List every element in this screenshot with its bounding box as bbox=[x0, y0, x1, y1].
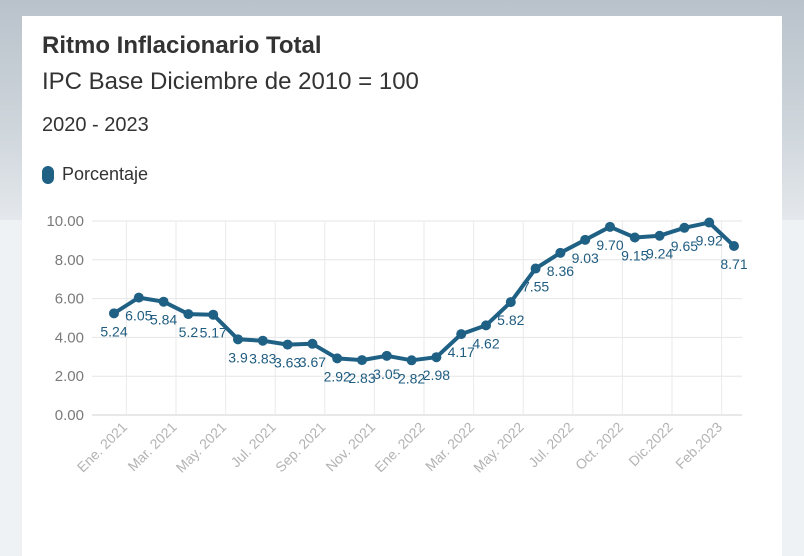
data-point bbox=[530, 263, 541, 274]
data-label: 9.70 bbox=[596, 237, 623, 253]
data-label: 9.65 bbox=[671, 238, 698, 254]
x-tick-label: Ene. 2022 bbox=[371, 419, 428, 476]
data-label: 3.83 bbox=[249, 351, 276, 367]
x-tick-label: Sep. 2021 bbox=[272, 419, 329, 476]
data-point bbox=[580, 234, 591, 245]
data-point bbox=[233, 334, 243, 345]
data-point bbox=[158, 296, 169, 307]
legend[interactable]: Porcentaje bbox=[42, 164, 148, 185]
data-point bbox=[555, 247, 566, 258]
data-point bbox=[381, 350, 392, 361]
data-point bbox=[679, 222, 690, 233]
data-point bbox=[109, 308, 119, 319]
x-tick-label: Nov. 2021 bbox=[322, 419, 378, 475]
data-label: 3.05 bbox=[373, 366, 400, 382]
legend-marker bbox=[42, 165, 54, 184]
chart-card: Ritmo Inflacionario Total IPC Base Dicie… bbox=[22, 16, 782, 556]
data-label: 4.17 bbox=[448, 344, 475, 360]
data-label: 8.71 bbox=[720, 256, 747, 272]
data-label: 9.15 bbox=[621, 247, 648, 263]
data-point bbox=[133, 292, 144, 303]
data-point bbox=[704, 217, 715, 228]
x-tick-label: Mar. 2021 bbox=[124, 419, 179, 474]
data-point bbox=[431, 352, 442, 363]
y-tick-label: 8.00 bbox=[55, 252, 84, 269]
data-point bbox=[307, 338, 318, 349]
data-label: 5.84 bbox=[150, 312, 177, 328]
y-tick-label: 10.00 bbox=[46, 213, 84, 230]
data-point bbox=[605, 221, 615, 232]
data-label: 3.9 bbox=[228, 349, 248, 365]
legend-label: Porcentaje bbox=[62, 164, 149, 184]
data-label: 3.63 bbox=[274, 355, 301, 371]
data-label: 2.92 bbox=[324, 368, 351, 384]
y-tick-label: 0.00 bbox=[55, 407, 84, 424]
data-label: 3.67 bbox=[299, 354, 326, 370]
data-label: 7.55 bbox=[522, 279, 549, 295]
y-tick-label: 6.00 bbox=[55, 291, 84, 308]
data-label: 9.24 bbox=[646, 246, 673, 262]
data-label: 2.82 bbox=[398, 370, 425, 386]
data-label: 4.62 bbox=[472, 335, 499, 351]
data-label: 5.2 bbox=[179, 324, 199, 340]
data-point bbox=[456, 329, 467, 340]
data-label: 5.17 bbox=[200, 325, 227, 341]
data-label: 8.36 bbox=[547, 263, 574, 279]
y-tick-label: 4.00 bbox=[55, 329, 84, 346]
chart-title: Ritmo Inflacionario Total bbox=[42, 32, 322, 59]
x-tick-label: Dic.2022 bbox=[625, 419, 676, 470]
data-point bbox=[332, 353, 343, 364]
x-tick-label: Ene. 2021 bbox=[74, 419, 131, 476]
data-label: 9.03 bbox=[572, 250, 599, 266]
data-label: 9.92 bbox=[696, 233, 723, 249]
data-point bbox=[282, 339, 293, 350]
x-tick-label: Jul. 2021 bbox=[227, 419, 279, 471]
data-point bbox=[257, 335, 268, 346]
data-point bbox=[357, 355, 367, 366]
data-point bbox=[406, 355, 417, 366]
data-point bbox=[629, 232, 640, 243]
chart-period: 2020 - 2023 bbox=[42, 114, 149, 136]
x-tick-label: May. 2021 bbox=[173, 419, 230, 476]
y-tick-label: 2.00 bbox=[55, 368, 84, 385]
x-tick-label: Mar. 2022 bbox=[422, 419, 477, 474]
data-point bbox=[208, 309, 219, 320]
data-label: 2.83 bbox=[348, 370, 375, 386]
chart-subtitle: IPC Base Diciembre de 2010 = 100 bbox=[42, 68, 419, 95]
x-tick-label: Feb.2023 bbox=[672, 419, 725, 472]
data-point bbox=[729, 241, 739, 252]
data-label: 5.82 bbox=[497, 312, 524, 328]
data-point bbox=[481, 320, 491, 331]
x-tick-label: May. 2022 bbox=[470, 419, 527, 476]
data-point bbox=[183, 309, 194, 320]
x-tick-label: Oct. 2022 bbox=[572, 419, 626, 473]
data-label: 6.05 bbox=[125, 308, 152, 324]
data-point bbox=[505, 297, 516, 308]
data-point bbox=[654, 230, 665, 241]
data-label: 5.24 bbox=[100, 323, 127, 339]
data-label: 2.98 bbox=[423, 367, 450, 383]
x-tick-label: Jul. 2022 bbox=[525, 419, 577, 471]
